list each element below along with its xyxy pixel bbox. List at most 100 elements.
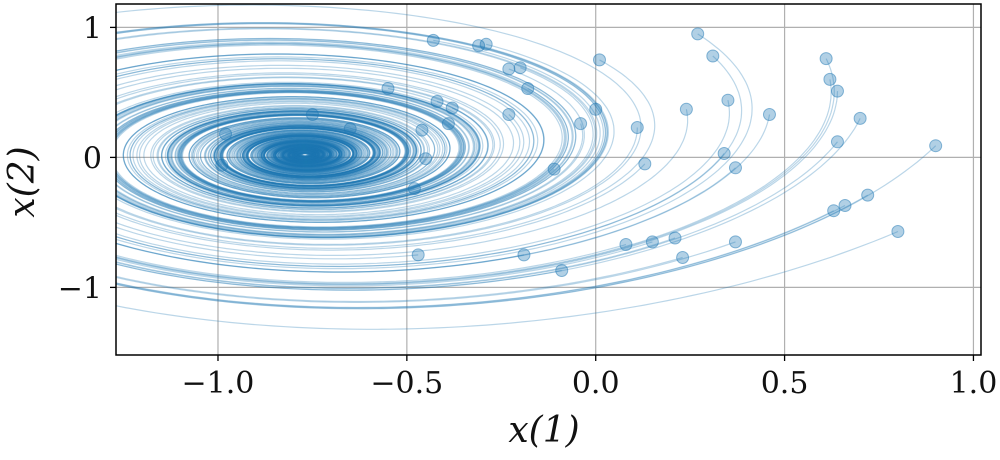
- initial-point-marker: [717, 147, 731, 160]
- initial-point-marker: [343, 122, 357, 136]
- initial-point-marker: [891, 225, 905, 238]
- trajectory-line: [116, 72, 646, 251]
- initial-point-marker: [305, 108, 319, 121]
- initial-point-marker: [521, 82, 535, 95]
- initial-point-marker: [441, 117, 455, 131]
- initial-point-marker: [619, 238, 633, 251]
- trajectory-line: [136, 100, 525, 218]
- grid-lines: [116, 4, 981, 355]
- initial-point-marker: [679, 102, 693, 116]
- initial-point-marker: [929, 139, 943, 153]
- trajectory-line: [116, 4, 899, 330]
- trajectory-line: [116, 37, 861, 291]
- initial-point-marker: [592, 53, 606, 67]
- initial-point-marker: [721, 93, 735, 107]
- x-ticks: −1.0 −0.5 0.0 0.5 1.0: [182, 355, 998, 401]
- trajectory-line: [116, 43, 832, 285]
- trajectory-line: [116, 38, 577, 291]
- trajectory-line: [116, 90, 555, 230]
- initial-point-marker: [728, 235, 742, 249]
- trajectory-line: [116, 64, 521, 260]
- initial-point-marker: [411, 248, 425, 262]
- trajectory-line: [116, 28, 683, 303]
- plot-frame: [115, 3, 982, 356]
- x-tick-label: 1.0: [950, 366, 998, 401]
- trajectory-line: [116, 22, 937, 310]
- trajectory-line: [116, 55, 743, 268]
- initial-point-marker: [517, 248, 531, 262]
- initial-point-marker: [419, 152, 433, 166]
- initial-point-marker: [445, 101, 459, 115]
- initial-point-marker: [513, 61, 527, 75]
- x-tick-label: 0.0: [572, 366, 620, 401]
- y-tick-label: 0: [83, 141, 102, 176]
- trajectory-line: [116, 41, 653, 287]
- trajectory-line: [176, 113, 415, 203]
- initial-point-marker: [381, 82, 395, 95]
- initial-point-marker: [838, 199, 852, 212]
- trajectory-line: [204, 122, 427, 193]
- initial-point-marker: [827, 204, 841, 218]
- initial-point-marker: [479, 37, 493, 51]
- initial-point-marker: [762, 108, 776, 121]
- trajectory-line: [116, 58, 725, 267]
- y-tick-label: 1: [83, 11, 102, 46]
- y-tick-label: −1: [58, 271, 102, 306]
- trajectory-line: [116, 39, 676, 289]
- trajectory-line: [116, 22, 868, 310]
- trajectory-line: [116, 43, 835, 285]
- initial-point-marker: [823, 72, 837, 86]
- trajectory-line: [161, 100, 489, 209]
- y-ticks: 1 0 −1: [58, 11, 116, 306]
- trajectory-line: [178, 113, 465, 203]
- trajectory-line: [225, 121, 390, 182]
- trajectory-line: [116, 68, 585, 233]
- x-tick-label: −1.0: [182, 366, 255, 401]
- initial-point-marker: [215, 158, 229, 172]
- initial-point-marker: [630, 121, 644, 134]
- trajectory-line: [199, 120, 436, 195]
- trajectory-line: [161, 107, 489, 209]
- trajectory-line: [216, 126, 379, 178]
- initial-point-marker: [645, 235, 659, 249]
- initial-point-marker: [502, 62, 516, 76]
- trajectory-line: [116, 53, 736, 273]
- initial-point-marker: [555, 264, 569, 277]
- initial-point-marker: [853, 111, 867, 125]
- trajectory-line: [237, 128, 387, 181]
- x-tick-label: 0.5: [761, 366, 809, 401]
- initial-point-marker: [676, 251, 690, 264]
- trajectory-line: [219, 113, 410, 187]
- trajectory-line: [116, 22, 846, 309]
- trajectory-line: [116, 83, 604, 238]
- initial-point-marker: [706, 49, 720, 63]
- initial-point-marker: [728, 161, 742, 175]
- trajectory-line: [116, 60, 730, 265]
- initial-point-marker: [668, 231, 682, 245]
- initial-point-marker: [830, 135, 844, 149]
- initial-point-marker: [426, 33, 440, 47]
- initial-point-marker: [415, 123, 429, 137]
- trajectory-line: [116, 39, 601, 237]
- trajectory-line: [116, 42, 839, 286]
- initial-point-marker: [547, 162, 561, 176]
- initial-point-layer: [215, 27, 943, 277]
- trajectory-line: [160, 87, 489, 209]
- trajectory-line: [116, 67, 594, 235]
- initial-point-marker: [502, 108, 516, 121]
- initial-point-marker: [589, 102, 603, 116]
- trajectory-line: [116, 53, 545, 273]
- initial-point-marker: [219, 127, 233, 141]
- trajectory-line: [116, 59, 656, 249]
- x-tick-label: −0.5: [370, 366, 443, 401]
- initial-point-marker: [638, 157, 652, 171]
- trajectory-layer: [116, 4, 937, 330]
- trajectory-line: [116, 45, 610, 239]
- initial-point-marker: [574, 117, 588, 131]
- y-axis-label: x(2): [2, 146, 43, 217]
- trajectory-line: [116, 77, 638, 245]
- trajectory-line: [116, 23, 834, 309]
- initial-point-marker: [407, 182, 421, 196]
